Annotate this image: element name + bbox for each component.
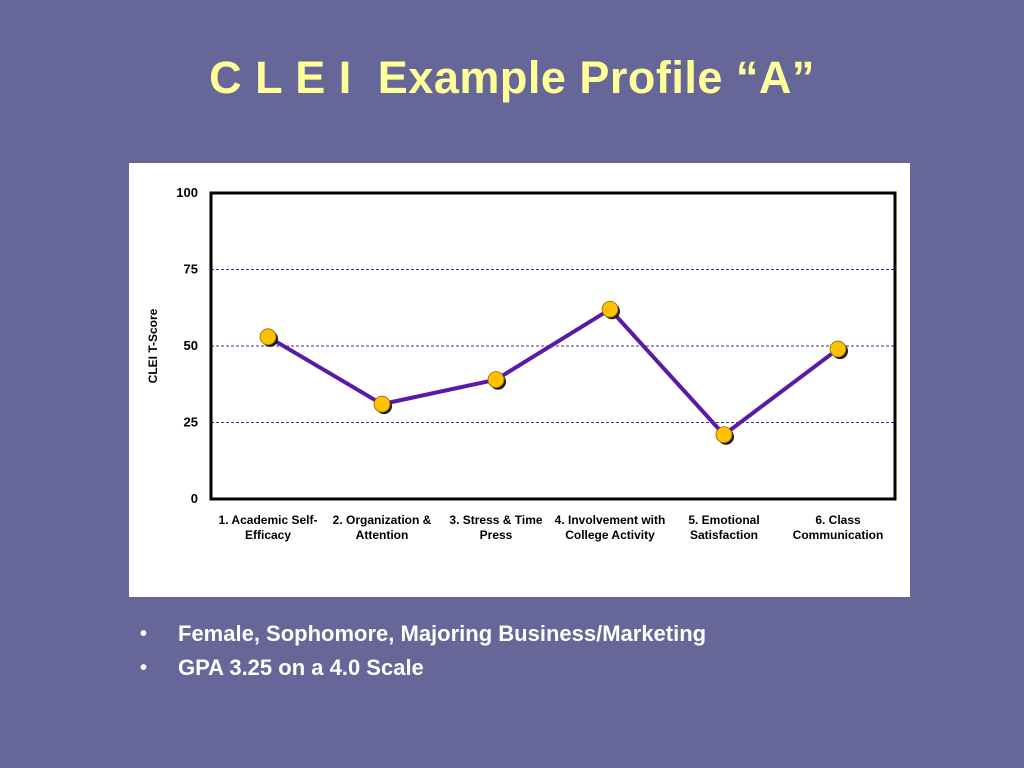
x-category-label-line: Efficacy	[245, 528, 291, 542]
data-point	[487, 371, 505, 389]
x-category-label: 5. Emotional Satisfaction	[688, 513, 759, 542]
series-line	[266, 307, 840, 437]
x-category-label-line: College Activity	[565, 528, 655, 542]
y-axis-title: CLEI T-Score	[146, 308, 160, 383]
x-category-label-line: Communication	[793, 528, 884, 542]
x-category-label: 2. Organization & Attention	[333, 513, 432, 542]
x-category-label-line: 5. Emotional	[688, 513, 759, 527]
data-point	[373, 395, 391, 413]
bullet-text: Female, Sophomore, Majoring Business/Mar…	[178, 621, 707, 646]
bullet-icon: •	[140, 623, 148, 645]
data-point	[715, 426, 733, 444]
bullet-list: • Female, Sophomore, Majoring Business/M…	[140, 619, 706, 687]
x-category-label-line: Press	[480, 528, 513, 542]
y-tick-label: 75	[184, 262, 198, 277]
bullet-item: • Female, Sophomore, Majoring Business/M…	[140, 619, 706, 653]
x-category-label: 1. Academic Self-Efficacy	[219, 513, 318, 542]
x-category-label-line: Satisfaction	[690, 528, 758, 542]
chart-panel: 0 25 50 75 100 CLEI T-Score 1. Academic Self-E…	[129, 163, 910, 597]
slide-title: C L E I Example Profile “A”	[209, 52, 815, 103]
x-category-label-line: 3. Stress & Time	[449, 513, 542, 527]
x-category-label: 3. Stress & Time Press	[449, 513, 542, 542]
data-point	[601, 300, 619, 318]
y-tick-label: 25	[184, 415, 198, 430]
y-tick-label: 0	[191, 491, 198, 506]
x-category-label: 6. Class Communication	[793, 513, 884, 542]
x-category-label-line: 6. Class	[815, 513, 861, 527]
x-category-label-line: Attention	[356, 528, 409, 542]
data-point	[259, 328, 277, 346]
x-category-label-line: 4. Involvement with	[555, 513, 666, 527]
x-category-label-line: 2. Organization &	[333, 513, 432, 527]
x-category-label: 4. Involvement with College Activity	[555, 513, 666, 542]
bullet-item: • GPA 3.25 on a 4.0 Scale	[140, 653, 706, 687]
bullet-text: GPA 3.25 on a 4.0 Scale	[178, 655, 424, 680]
y-tick-label: 50	[184, 338, 198, 353]
x-category-label-line: 1. Academic Self-	[219, 513, 318, 527]
plot-frame	[209, 191, 897, 501]
y-tick-label: 100	[176, 185, 198, 200]
data-point	[829, 340, 847, 358]
line-chart: 0 25 50 75 100 CLEI T-Score 1. Academic Self-E…	[146, 185, 897, 542]
bullet-icon: •	[140, 657, 148, 679]
